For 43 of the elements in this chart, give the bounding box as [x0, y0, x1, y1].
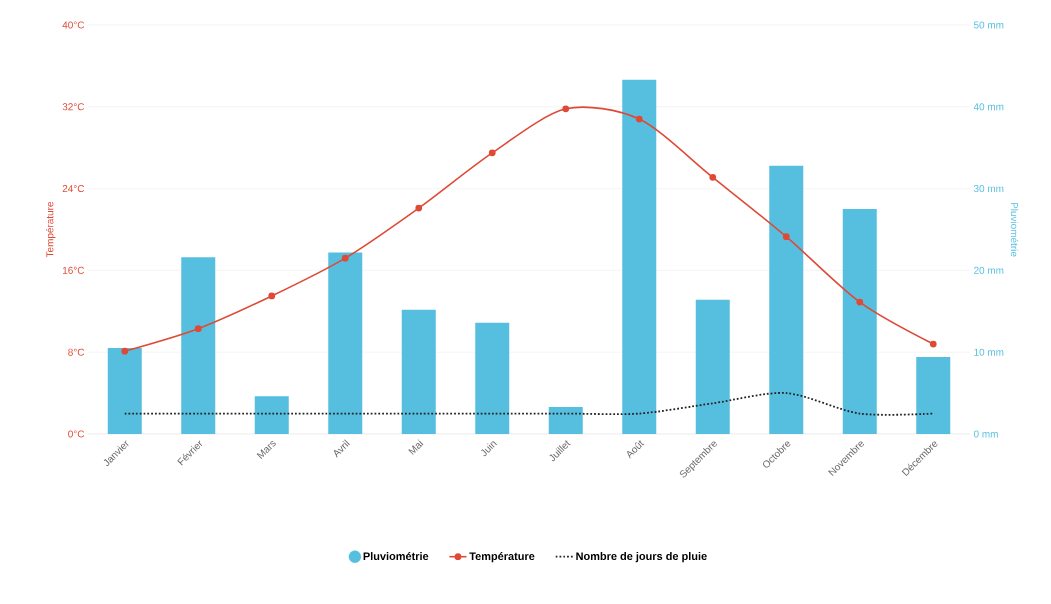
y2-tick-label: 50 mm: [973, 21, 1004, 29]
x-tick-label: Mai: [408, 439, 424, 455]
y-tick-label: 8°C: [68, 348, 85, 356]
y2-tick-label: 10 mm: [974, 348, 1004, 356]
bar: [622, 79, 657, 434]
bar: [328, 252, 363, 434]
y-axis-title: Température: [45, 201, 56, 258]
bar: [254, 396, 289, 434]
y2-tick-label: 20 mm: [974, 266, 1004, 274]
point: [929, 340, 937, 348]
legend-label: Pluviométrie: [363, 551, 429, 561]
bar: [401, 309, 436, 434]
point: [341, 254, 349, 262]
point: [562, 105, 570, 113]
y2-tick-label: 30 mm: [973, 185, 1004, 193]
y-tick-label: 0°C: [68, 430, 85, 438]
y-tick-label: 40°C: [62, 21, 85, 29]
bar: [548, 407, 583, 434]
point: [121, 347, 129, 355]
point: [194, 325, 202, 333]
y2-axis-title: Pluviométrie: [1010, 202, 1019, 257]
y-tick-label: 16°C: [62, 266, 85, 274]
point: [856, 298, 864, 306]
point: [268, 292, 276, 300]
y2-tick-label: 40 mm: [973, 103, 1004, 111]
y2-tick-label: 0 mm: [973, 430, 998, 438]
bar: [107, 348, 142, 434]
legend-label: Nombre de jours de pluie: [576, 551, 707, 563]
y-tick-label: 32°C: [62, 103, 85, 111]
bar: [916, 357, 951, 434]
bar: [181, 257, 216, 434]
bar: [695, 299, 730, 434]
y-tick-label: 24°C: [62, 185, 85, 193]
point: [709, 173, 717, 181]
legend-label: Température: [469, 551, 535, 563]
bar: [769, 165, 804, 434]
point: [415, 204, 423, 212]
x-tick-label: Juin: [481, 441, 497, 457]
point: [782, 233, 790, 241]
bar: [475, 322, 510, 434]
bar: [842, 209, 877, 434]
point: [488, 149, 496, 157]
point: [635, 115, 643, 123]
